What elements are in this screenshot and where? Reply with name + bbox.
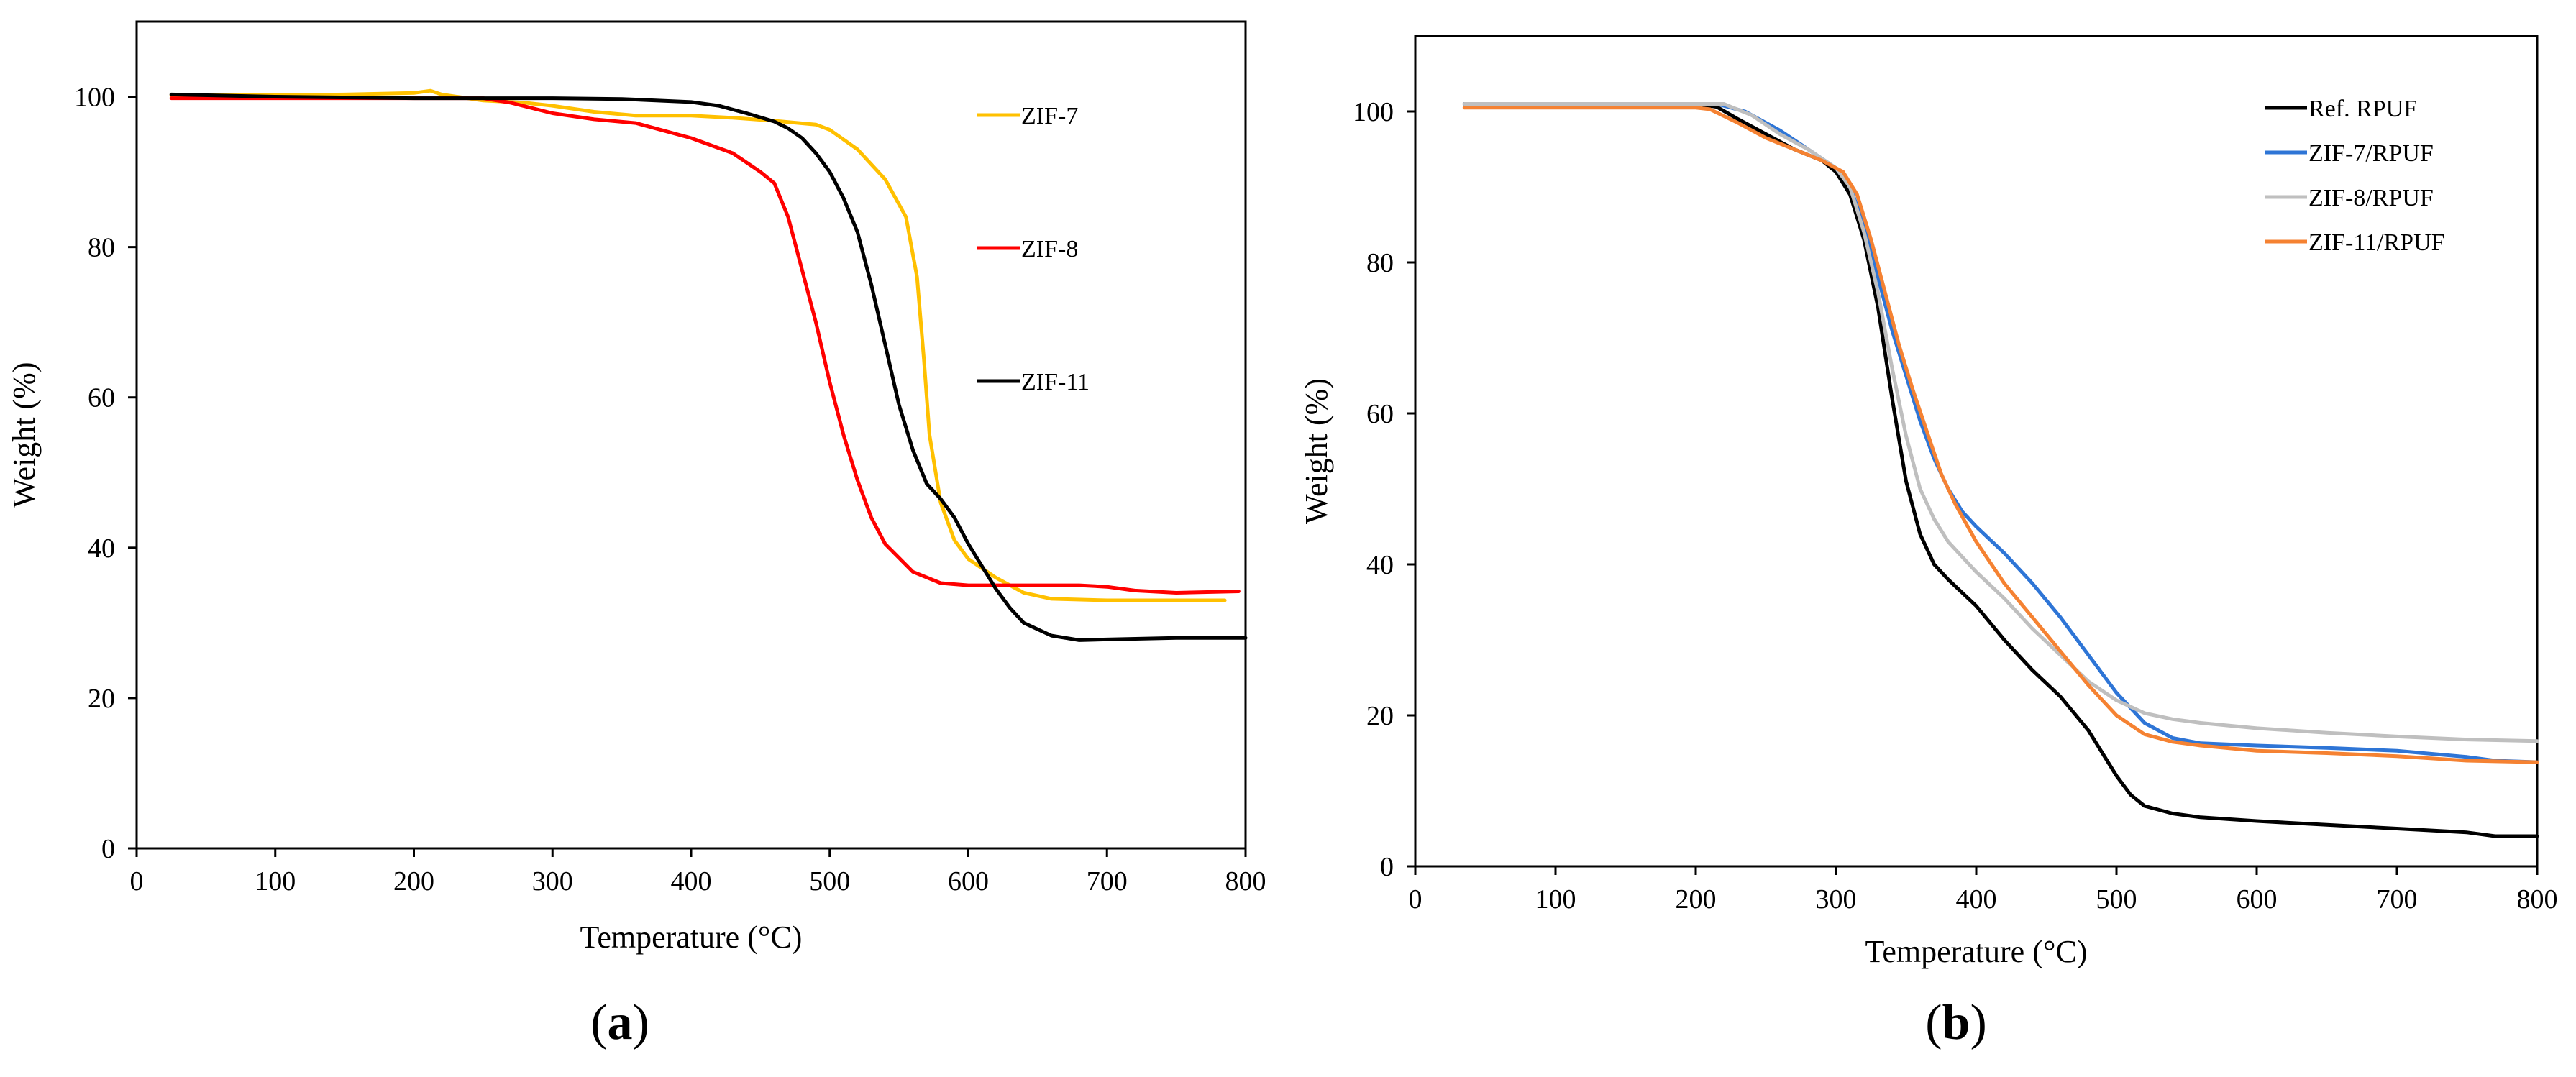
x-axis-title: Temperature (°C) (1865, 934, 2088, 969)
y-tick-label: 40 (1366, 550, 1394, 580)
x-tick-label: 0 (130, 866, 144, 897)
series-line-zif-11 (169, 92, 1248, 642)
legend-entry-label: ZIF-7 (1021, 103, 1078, 129)
x-tick-label: 100 (1535, 884, 1576, 915)
x-tick-label: 500 (2096, 884, 2137, 915)
y-tick-label: 20 (88, 684, 115, 714)
legend-entry-label: ZIF-11 (1021, 369, 1090, 395)
plot-area-frame (135, 20, 1247, 850)
y-tick-label: 80 (1366, 248, 1394, 278)
x-tick-label: 400 (671, 866, 712, 897)
y-tick-label: 100 (1353, 97, 1394, 127)
series-line-zif-8 (169, 96, 1241, 595)
series-line-zif-11-rpuf (1462, 106, 2539, 764)
y-tick-label: 40 (88, 533, 115, 564)
y-tick-label: 80 (88, 233, 115, 263)
chart-panel-b: 0 100 200 300 400 500 600 700 800 0 20 40 60 80 100 Ref… (1299, 35, 2558, 1050)
legend-entry-label: ZIF-8/RPUF (2308, 185, 2434, 211)
panel-label: (b) (1925, 995, 1987, 1050)
legend-entry-label: ZIF-8 (1021, 236, 1078, 262)
y-tick-label: 0 (101, 834, 115, 864)
y-tick-label: 20 (1366, 701, 1394, 731)
x-tick-label: 800 (1225, 866, 1266, 897)
x-tick-label: 600 (948, 866, 989, 897)
x-tick-label: 400 (1956, 884, 1997, 915)
legend-entry-label: Ref. RPUF (2308, 96, 2417, 122)
x-axis-title: Temperature (°C) (580, 920, 803, 955)
y-tick-label: 60 (1366, 399, 1394, 429)
x-tick-label: 100 (255, 866, 296, 897)
series-line-zif-8-rpuf (1462, 102, 2539, 743)
legend-entry-label: ZIF-7/RPUF (2308, 140, 2434, 167)
x-tick-label: 600 (2237, 884, 2278, 915)
panel-label-letter: b (1942, 995, 1970, 1050)
y-tick-label: 0 (1380, 852, 1394, 882)
x-tick-label: 700 (1087, 866, 1128, 897)
chart-b-marks: 0 100 200 300 400 500 600 700 800 0 20 40 60 80 100 Ref… (1299, 35, 2558, 1050)
x-tick-label: 300 (1816, 884, 1857, 915)
chart-panel-a: 0 100 200 300 400 500 600 700 800 0 20 40 60 80 100 ZIF… (6, 20, 1266, 1050)
panel-label-letter: a (608, 995, 633, 1050)
legend-entry-label: ZIF-11/RPUF (2308, 229, 2445, 256)
series-line-ref-rpuf (1462, 102, 2539, 838)
y-tick-label: 100 (74, 83, 115, 113)
x-tick-label: 700 (2377, 884, 2418, 915)
y-tick-label: 60 (88, 383, 115, 413)
x-tick-label: 200 (393, 866, 434, 897)
x-tick-label: 300 (532, 866, 573, 897)
x-tick-label: 500 (809, 866, 850, 897)
y-axis-title: Weight (%) (1299, 378, 1334, 524)
x-tick-label: 200 (1676, 884, 1717, 915)
x-tick-label: 0 (1409, 884, 1422, 915)
chart-a-marks: 0 100 200 300 400 500 600 700 800 0 20 40 60 80 100 ZIF… (6, 20, 1266, 1050)
series-line-zif-7 (169, 88, 1227, 602)
y-axis-title: Weight (%) (6, 362, 42, 508)
x-tick-label: 800 (2517, 884, 2558, 915)
panel-label: (a) (590, 995, 649, 1050)
